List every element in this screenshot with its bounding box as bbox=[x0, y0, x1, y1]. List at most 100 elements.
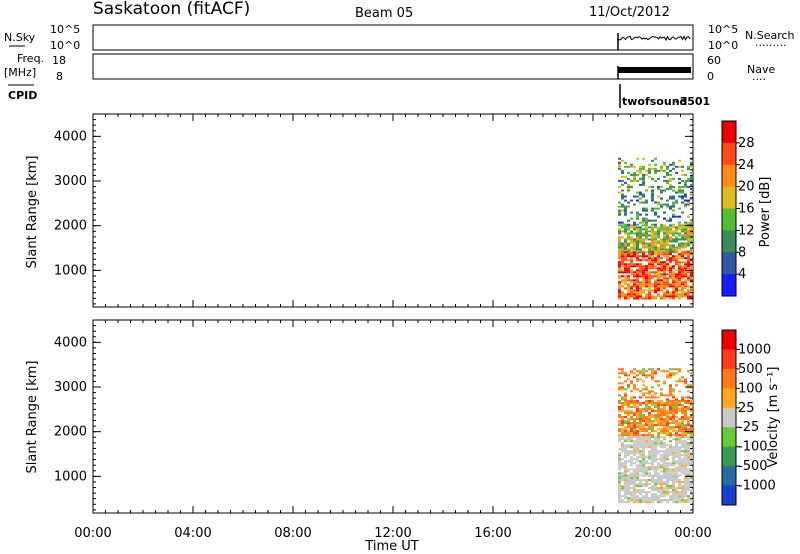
echo-cell bbox=[678, 424, 681, 427]
echo-cell bbox=[651, 285, 654, 288]
echo-cell bbox=[621, 255, 624, 258]
echo-cell bbox=[672, 410, 675, 413]
echo-cell bbox=[669, 269, 672, 272]
echo-cell bbox=[642, 424, 645, 427]
echo-cell bbox=[651, 189, 654, 192]
echo-cell bbox=[657, 255, 660, 258]
echo-cell bbox=[654, 295, 657, 298]
echo-cell bbox=[627, 491, 630, 494]
echo-cell bbox=[663, 474, 666, 477]
freq-right-tick-low: 0 bbox=[707, 70, 714, 83]
echo-cell bbox=[681, 293, 684, 296]
y-tick-label: 1000 bbox=[54, 469, 87, 484]
echo-cell bbox=[690, 240, 693, 243]
colorbar-tick-label: 4 bbox=[738, 267, 746, 282]
echo-cell bbox=[648, 420, 651, 423]
echo-cell bbox=[672, 458, 675, 461]
beam-title: Beam 05 bbox=[355, 6, 413, 21]
echo-cell bbox=[684, 287, 687, 290]
echo-cell bbox=[654, 392, 657, 395]
noise-left-tick-high: 10^5 bbox=[50, 23, 80, 36]
echo-cell bbox=[639, 456, 642, 459]
echo-cell bbox=[630, 399, 633, 402]
echo-cell bbox=[663, 267, 666, 270]
echo-cell bbox=[618, 261, 621, 264]
echo-cell bbox=[621, 242, 624, 245]
echo-cell bbox=[684, 195, 687, 198]
echo-cell bbox=[624, 232, 627, 235]
echo-cell bbox=[678, 440, 681, 443]
echo-cell bbox=[663, 217, 666, 220]
echo-cell bbox=[633, 497, 636, 500]
echo-cell bbox=[624, 259, 627, 262]
echo-cell bbox=[654, 479, 657, 482]
echo-cell bbox=[675, 273, 678, 276]
echo-cell bbox=[666, 253, 669, 256]
echo-cell bbox=[636, 466, 639, 469]
echo-cell bbox=[621, 230, 624, 233]
echo-cell bbox=[630, 487, 633, 490]
echo-cell bbox=[645, 406, 648, 409]
echo-cell bbox=[642, 420, 645, 423]
echo-cell bbox=[684, 418, 687, 421]
echo-cell bbox=[672, 390, 675, 393]
echo-cell bbox=[687, 483, 690, 486]
echo-cell bbox=[675, 279, 678, 282]
echo-cell bbox=[648, 368, 651, 371]
echo-cell bbox=[654, 380, 657, 383]
echo-cell bbox=[672, 414, 675, 417]
echo-cell bbox=[645, 410, 648, 413]
echo-cell bbox=[654, 157, 657, 160]
echo-cell bbox=[645, 221, 648, 224]
echo-cell bbox=[639, 440, 642, 443]
echo-cell bbox=[621, 246, 624, 249]
echo-cell bbox=[666, 403, 669, 407]
echo-cell bbox=[675, 403, 678, 407]
echo-cell bbox=[621, 485, 624, 488]
echo-cell bbox=[678, 263, 681, 266]
echo-cell bbox=[684, 501, 687, 504]
echo-cell bbox=[633, 289, 636, 292]
echo-cell bbox=[648, 497, 651, 500]
echo-cell bbox=[669, 173, 672, 176]
echo-cell bbox=[630, 289, 633, 292]
echo-cell bbox=[630, 279, 633, 282]
echo-cell bbox=[675, 283, 678, 286]
echo-cell bbox=[657, 474, 660, 477]
echo-cell bbox=[642, 401, 645, 404]
echo-cell bbox=[687, 501, 690, 504]
echo-cell bbox=[690, 432, 693, 435]
echo-cell bbox=[639, 403, 642, 407]
echo-cell bbox=[639, 428, 642, 431]
echo-cell bbox=[642, 195, 645, 198]
echo-cell bbox=[660, 399, 663, 402]
echo-cell bbox=[621, 418, 624, 421]
echo-cell bbox=[675, 248, 678, 251]
echo-cell bbox=[648, 167, 651, 170]
echo-cell bbox=[630, 372, 633, 375]
echo-cell bbox=[642, 454, 645, 457]
echo-cell bbox=[651, 456, 654, 459]
echo-cell bbox=[624, 438, 627, 441]
echo-cell bbox=[645, 401, 648, 404]
echo-cell bbox=[687, 499, 690, 502]
echo-cell bbox=[648, 279, 651, 282]
echo-cell bbox=[627, 297, 630, 300]
echo-cell bbox=[627, 201, 630, 204]
echo-cell bbox=[666, 428, 669, 431]
echo-cell bbox=[639, 248, 642, 251]
echo-cell bbox=[669, 446, 672, 449]
echo-cell bbox=[675, 436, 678, 439]
echo-cell bbox=[621, 424, 624, 427]
echo-cell bbox=[621, 203, 624, 206]
echo-cell bbox=[648, 244, 651, 247]
echo-cell bbox=[651, 442, 654, 445]
echo-cell bbox=[624, 485, 627, 488]
echo-cell bbox=[672, 493, 675, 496]
echo-cell bbox=[651, 236, 654, 239]
x-tick-label: 16:00 bbox=[474, 526, 511, 541]
echo-cell bbox=[639, 197, 642, 200]
echo-cell bbox=[651, 430, 654, 433]
echo-cell bbox=[663, 179, 666, 182]
echo-cell bbox=[684, 185, 687, 188]
